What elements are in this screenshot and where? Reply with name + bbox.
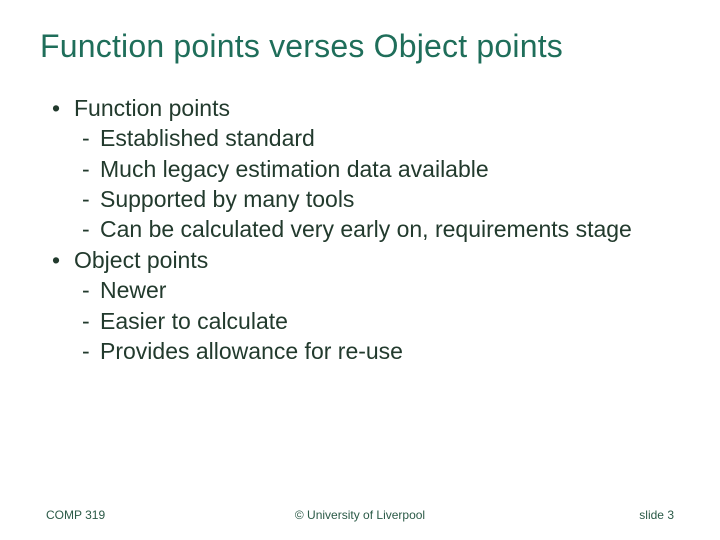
footer-right: slide 3 [639,508,674,522]
bullet-dash-icon: - [82,306,100,336]
bullet-dash-icon: - [82,154,100,184]
bullet-text: Supported by many tools [100,184,680,214]
bullet-dot-icon: • [50,93,74,123]
bullet-dash-icon: - [82,275,100,305]
bullet-dash-icon: - [82,184,100,214]
slide-body: •Function points-Established standard-Mu… [40,93,680,366]
bullet-dash-icon: - [82,214,100,244]
bullet-level-2: -Can be calculated very early on, requir… [50,214,680,244]
bullet-level-2: -Much legacy estimation data available [50,154,680,184]
bullet-text: Newer [100,275,680,305]
bullet-level-2: -Established standard [50,123,680,153]
bullet-text: Established standard [100,123,680,153]
slide-title: Function points verses Object points [40,28,680,65]
bullet-text: Easier to calculate [100,306,680,336]
bullet-text: Provides allowance for re-use [100,336,680,366]
slide-number: 3 [667,508,674,522]
bullet-text: Object points [74,245,208,275]
bullet-level-1: •Object points [50,245,680,275]
bullet-level-2: -Supported by many tools [50,184,680,214]
bullet-dash-icon: - [82,336,100,366]
bullet-level-2: -Easier to calculate [50,306,680,336]
slide: Function points verses Object points •Fu… [0,0,720,540]
bullet-level-2: -Provides allowance for re-use [50,336,680,366]
slide-footer: COMP 319 © University of Liverpool slide… [0,508,720,522]
bullet-level-1: •Function points [50,93,680,123]
bullet-text: Can be calculated very early on, require… [100,214,680,244]
bullet-text: Much legacy estimation data available [100,154,680,184]
footer-right-prefix: slide [639,508,667,522]
bullet-text: Function points [74,93,230,123]
bullet-dash-icon: - [82,123,100,153]
footer-center: © University of Liverpool [0,508,720,522]
footer-left: COMP 319 [46,508,105,522]
bullet-dot-icon: • [50,245,74,275]
bullet-level-2: -Newer [50,275,680,305]
